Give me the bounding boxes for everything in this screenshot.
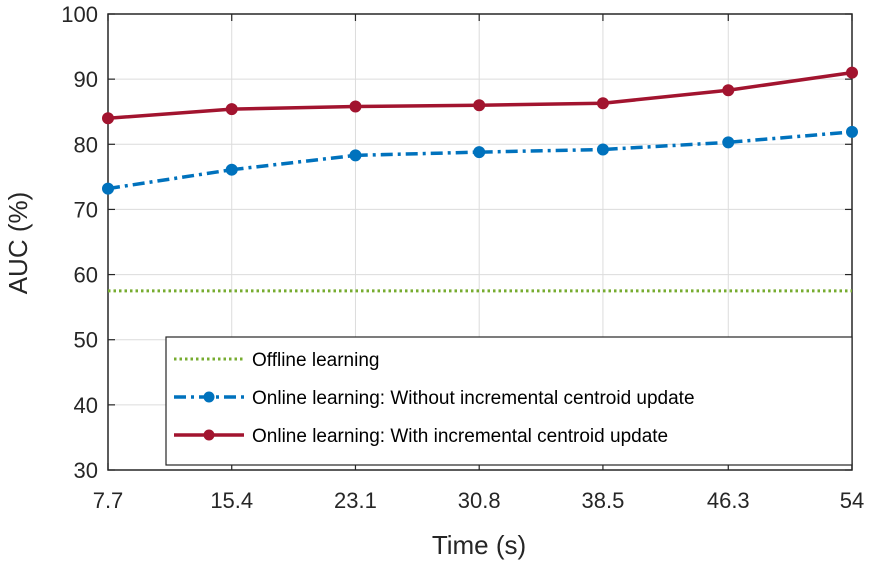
series-2-point bbox=[225, 163, 238, 176]
series-3-point bbox=[349, 100, 362, 113]
y-tick-label: 40 bbox=[74, 393, 98, 418]
x-tick-labels: 7.7 15.4 23.1 30.8 38.5 46.3 54 bbox=[93, 488, 865, 513]
legend-marker-2 bbox=[203, 391, 215, 403]
series-2-point bbox=[102, 182, 114, 195]
legend: Offline learning Online learning: Without… bbox=[165, 336, 853, 466]
series-3-point bbox=[846, 66, 858, 79]
series-3-point bbox=[102, 112, 114, 125]
series-3-point bbox=[225, 103, 238, 116]
y-tick-label: 70 bbox=[74, 197, 98, 222]
series-3-point bbox=[473, 99, 486, 112]
legend-marker-3 bbox=[203, 429, 215, 441]
legend-label-3: Online learning: With incremental centro… bbox=[252, 426, 668, 447]
series-line-2 bbox=[107, 130, 853, 191]
y-tick-labels: 30 40 50 60 70 80 90 100 bbox=[61, 2, 98, 483]
legend-label-1: Offline learning bbox=[252, 350, 379, 371]
x-tick-label: 7.7 bbox=[93, 488, 124, 513]
series-3-point bbox=[722, 84, 735, 97]
series-markers bbox=[102, 66, 858, 195]
x-axis-title: Time (s) bbox=[432, 530, 526, 560]
series-2-point bbox=[473, 146, 486, 159]
plot-frame bbox=[107, 13, 853, 471]
x-tick-label: 23.1 bbox=[334, 488, 377, 513]
x-tick-label: 38.5 bbox=[582, 488, 625, 513]
y-tick-label: 50 bbox=[74, 328, 98, 353]
series-3-point bbox=[596, 97, 609, 110]
legend-label-2: Online learning: Without incremental cen… bbox=[252, 388, 695, 409]
series-2-point bbox=[349, 149, 362, 162]
y-axis-title: AUC (%) bbox=[3, 192, 33, 295]
y-tick-label: 100 bbox=[61, 2, 98, 27]
x-tick-label: 46.3 bbox=[707, 488, 750, 513]
series-2-point bbox=[596, 143, 609, 156]
series-2-point bbox=[722, 136, 735, 149]
x-tick-label: 15.4 bbox=[210, 488, 253, 513]
y-tick-label: 60 bbox=[74, 263, 98, 288]
y-tick-label: 90 bbox=[74, 67, 98, 92]
series-2-point bbox=[846, 125, 858, 138]
y-tick-label: 30 bbox=[74, 458, 98, 483]
plot-border bbox=[107, 13, 853, 471]
x-tick-label: 30.8 bbox=[458, 488, 501, 513]
x-tick-label: 54 bbox=[840, 488, 864, 513]
legend-box bbox=[165, 336, 853, 466]
y-tick-label: 80 bbox=[74, 132, 98, 157]
